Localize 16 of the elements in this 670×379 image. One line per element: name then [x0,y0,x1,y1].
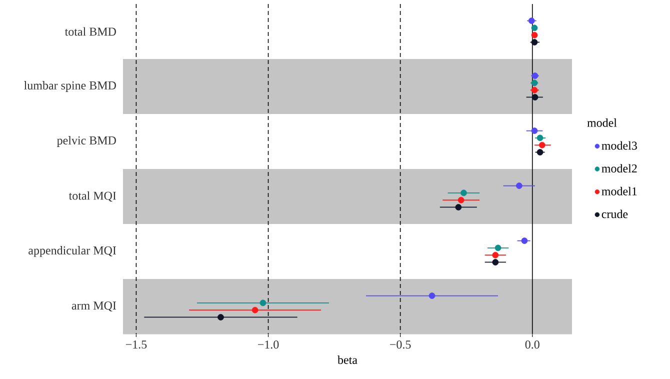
x-tick-label: 0.0 [525,340,540,349]
y-tick-label: lumbar spine BMD [24,81,116,92]
x-tick-label: −0.5 [390,340,411,349]
x-tick-label: −1.5 [126,340,147,349]
y-tick-label: total BMD [64,27,116,36]
x-tick-label: −1.0 [258,340,279,349]
y-tick-label: appendicular MQI [28,246,116,257]
y-tick-label: total MQI [68,191,116,202]
x-axis-title: beta [338,356,358,364]
legend-label: model2 [602,164,637,173]
legend-label: model3 [602,141,637,150]
legend-title: model [587,118,617,127]
legend-label: model1 [602,186,637,196]
y-tick-label: pelvic BMD [57,136,116,147]
y-tick-label: arm MQI [72,302,116,312]
legend-label: crude [602,210,628,218]
